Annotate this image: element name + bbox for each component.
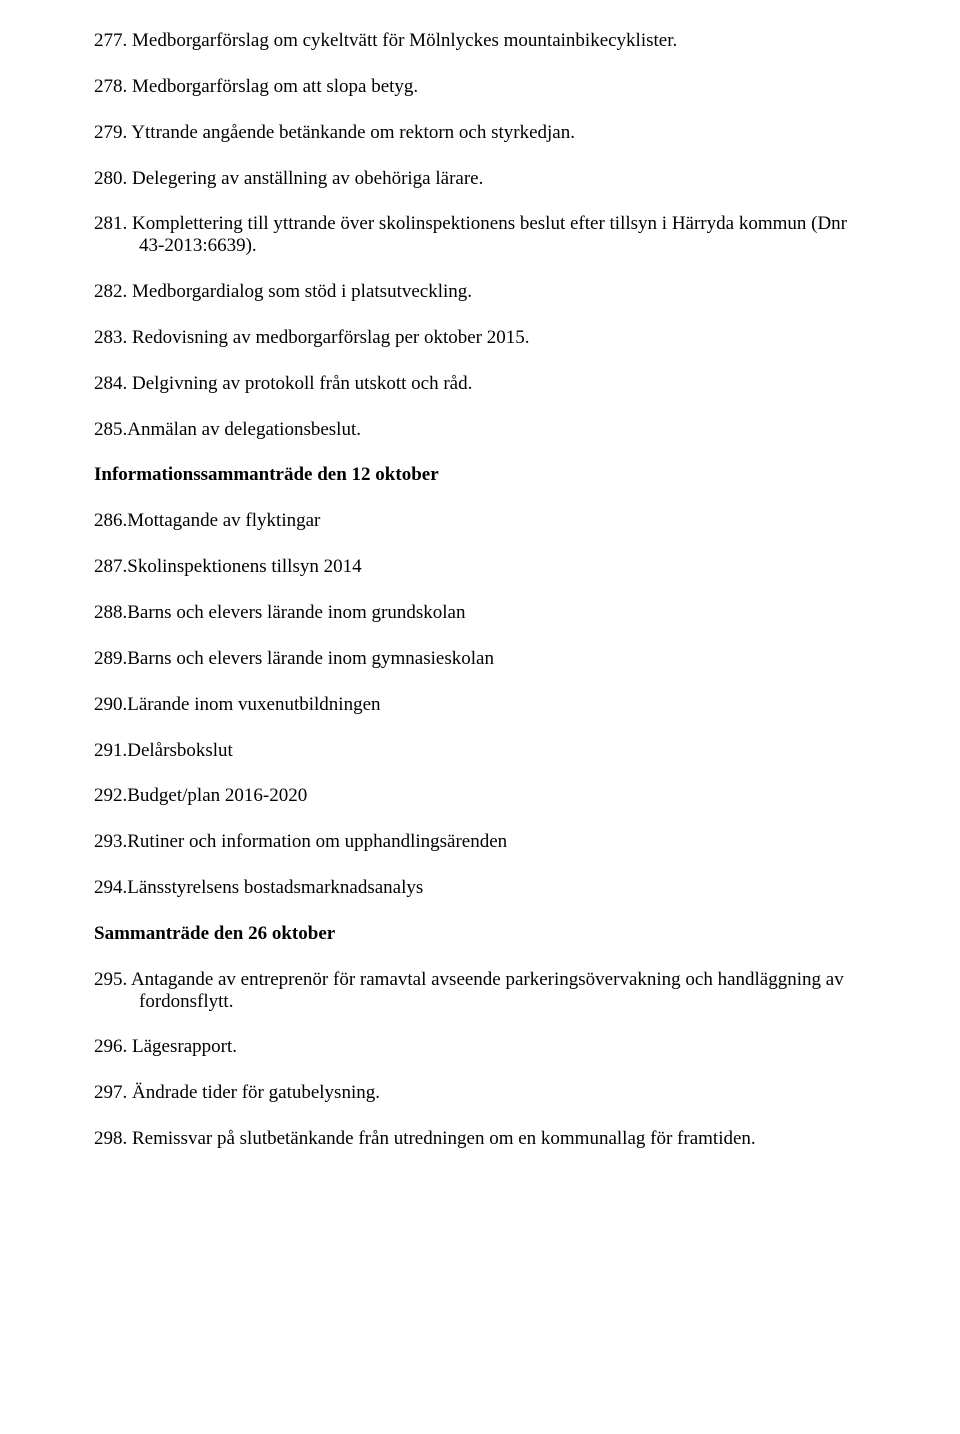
agenda-item: 280. Delegering av anställning av obehör…: [94, 168, 866, 190]
item-number: 298.: [94, 1128, 132, 1149]
item-text: Lärande inom vuxenutbildningen: [127, 694, 380, 715]
section-heading-1: Informationssammanträde den 12 oktober: [94, 464, 866, 486]
item-number: 289.: [94, 648, 127, 669]
agenda-item: 286.Mottagande av flyktingar: [94, 510, 866, 532]
item-text: Barns och elevers lärande inom grundskol…: [127, 602, 465, 623]
item-text: Antagande av entreprenör för ramavtal av…: [131, 969, 844, 1012]
item-text: Anmälan av delegationsbeslut.: [127, 419, 361, 440]
item-text: Medborgarförslag om cykeltvätt för Mölnl…: [132, 30, 677, 51]
item-number: 278.: [94, 76, 132, 97]
item-text: Barns och elevers lärande inom gymnasies…: [127, 648, 494, 669]
item-number: 285.: [94, 419, 127, 440]
item-number: 281.: [94, 213, 132, 234]
item-text: Delegering av anställning av obehöriga l…: [132, 168, 483, 189]
item-text: Delårsbokslut: [127, 740, 233, 761]
item-number: 297.: [94, 1082, 132, 1103]
agenda-item: 297. Ändrade tider för gatubelysning.: [94, 1082, 866, 1104]
agenda-list-3: 295. Antagande av entreprenör för ramavt…: [94, 969, 866, 1150]
section-heading-2: Sammanträde den 26 oktober: [94, 923, 866, 945]
item-text: Länsstyrelsens bostadsmarknadsanalys: [127, 877, 423, 898]
item-text: Medborgardialog som stöd i platsutveckli…: [132, 281, 472, 302]
item-text: Redovisning av medborgarförslag per okto…: [132, 327, 530, 348]
agenda-item: 289.Barns och elevers lärande inom gymna…: [94, 648, 866, 670]
item-text: Budget/plan 2016-2020: [127, 785, 307, 806]
item-text: Komplettering till yttrande över skolins…: [132, 213, 847, 256]
item-text: Remissvar på slutbetänkande från utredni…: [132, 1128, 756, 1149]
item-text: Skolinspektionens tillsyn 2014: [127, 556, 361, 577]
item-number: 280.: [94, 168, 132, 189]
item-number: 287.: [94, 556, 127, 577]
item-text: Mottagande av flyktingar: [127, 510, 320, 531]
agenda-item: 287.Skolinspektionens tillsyn 2014: [94, 556, 866, 578]
agenda-item: 281. Komplettering till yttrande över sk…: [94, 213, 866, 257]
item-number: 296.: [94, 1036, 132, 1057]
item-number: 279.: [94, 122, 131, 143]
item-number: 294.: [94, 877, 127, 898]
item-text: Ändrade tider för gatubelysning.: [132, 1082, 380, 1103]
agenda-list-1: 277. Medborgarförslag om cykeltvätt för …: [94, 30, 866, 440]
agenda-item: 291.Delårsbokslut: [94, 740, 866, 762]
item-text: Lägesrapport.: [132, 1036, 237, 1057]
agenda-item: 292.Budget/plan 2016-2020: [94, 785, 866, 807]
agenda-item: 290.Lärande inom vuxenutbildningen: [94, 694, 866, 716]
agenda-item: 279. Yttrande angående betänkande om rek…: [94, 122, 866, 144]
item-number: 295.: [94, 969, 131, 990]
agenda-item: 294.Länsstyrelsens bostadsmarknadsanalys: [94, 877, 866, 899]
agenda-item: 277. Medborgarförslag om cykeltvätt för …: [94, 30, 866, 52]
item-number: 290.: [94, 694, 127, 715]
agenda-item: 278. Medborgarförslag om att slopa betyg…: [94, 76, 866, 98]
agenda-item: 293.Rutiner och information om upphandli…: [94, 831, 866, 853]
agenda-item: 284. Delgivning av protokoll från utskot…: [94, 373, 866, 395]
item-number: 291.: [94, 740, 127, 761]
item-number: 284.: [94, 373, 132, 394]
agenda-item: 298. Remissvar på slutbetänkande från ut…: [94, 1128, 866, 1150]
item-number: 288.: [94, 602, 127, 623]
agenda-item: 295. Antagande av entreprenör för ramavt…: [94, 969, 866, 1013]
agenda-item: 288.Barns och elevers lärande inom grund…: [94, 602, 866, 624]
item-number: 293.: [94, 831, 127, 852]
agenda-item: 282. Medborgardialog som stöd i platsutv…: [94, 281, 866, 303]
item-text: Delgivning av protokoll från utskott och…: [132, 373, 472, 394]
item-text: Yttrande angående betänkande om rektorn …: [131, 122, 575, 143]
item-number: 282.: [94, 281, 132, 302]
item-number: 292.: [94, 785, 127, 806]
agenda-item: 285.Anmälan av delegationsbeslut.: [94, 419, 866, 441]
item-number: 283.: [94, 327, 132, 348]
agenda-list-2: 286.Mottagande av flyktingar 287.Skolinsp…: [94, 510, 866, 899]
item-text: Medborgarförslag om att slopa betyg.: [132, 76, 418, 97]
item-text: Rutiner och information om upphandlingsä…: [127, 831, 507, 852]
item-number: 286.: [94, 510, 127, 531]
agenda-item: 296. Lägesrapport.: [94, 1036, 866, 1058]
agenda-item: 283. Redovisning av medborgarförslag per…: [94, 327, 866, 349]
item-number: 277.: [94, 30, 132, 51]
